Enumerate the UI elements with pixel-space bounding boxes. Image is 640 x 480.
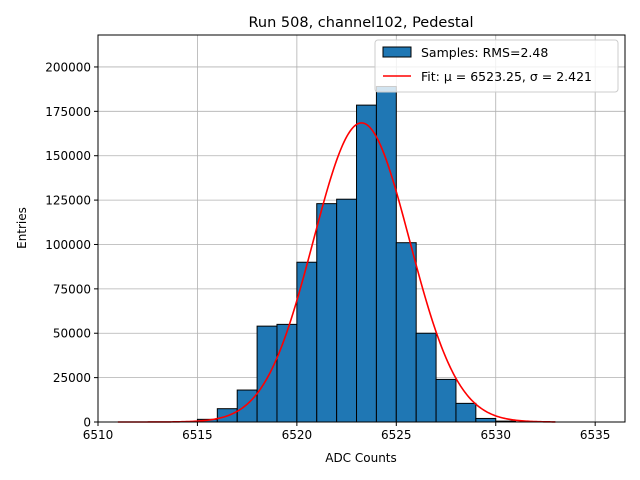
legend-fit-label: Fit: μ = 6523.25, σ = 2.421 (421, 69, 592, 84)
histogram-bar (415, 332, 437, 423)
y-tick-label: 50000 (53, 327, 91, 341)
histogram-bar (296, 261, 318, 423)
y-axis-label: Entries (15, 207, 29, 249)
x-tick-label: 6520 (282, 428, 313, 442)
histogram-bar (336, 198, 358, 423)
y-tick-label: 150000 (45, 149, 91, 163)
x-tick-label: 6535 (580, 428, 611, 442)
histogram-bar (356, 104, 377, 423)
y-tick-label: 125000 (45, 194, 91, 208)
y-tick-label: 0 (83, 416, 91, 430)
chart-title: Run 508, channel102, Pedestal (248, 15, 473, 31)
x-tick-label: 6510 (83, 428, 114, 442)
y-tick-label: 200000 (45, 60, 91, 74)
histogram-bar (455, 402, 477, 423)
y-tick-label: 75000 (53, 282, 91, 296)
fit-curve (117, 122, 556, 423)
y-tick-label: 25000 (53, 371, 91, 385)
histogram-bars (196, 85, 517, 423)
x-tick-label: 6525 (381, 428, 412, 442)
x-tick-label: 6530 (480, 428, 511, 442)
y-tick-label: 175000 (45, 105, 91, 119)
histogram-bar (375, 85, 397, 423)
histogram-bar (256, 325, 278, 423)
y-axis: 0 25000 50000 75000 100000 125000 150000 175000… (45, 60, 98, 430)
legend-histogram-label: Samples: RMS=2.48 (421, 45, 548, 60)
legend-box (374, 39, 619, 93)
histogram-bar (236, 389, 258, 423)
legend: Samples: RMS=2.48 Fit: μ = 6523.25, σ = … (374, 39, 619, 93)
legend-histogram-swatch (382, 46, 412, 58)
histogram-bar (435, 378, 457, 423)
histogram-bar (395, 242, 417, 423)
x-tick-label: 6515 (182, 428, 213, 442)
histogram-bar (276, 323, 298, 423)
x-axis: 6510 6515 6520 6525 6530 6535 (83, 422, 611, 442)
plot-frame (97, 34, 626, 423)
histogram-bar (475, 417, 497, 423)
y-tick-label: 100000 (45, 238, 91, 252)
histogram-bar (316, 203, 338, 423)
x-axis-label: ADC Counts (325, 451, 397, 465)
